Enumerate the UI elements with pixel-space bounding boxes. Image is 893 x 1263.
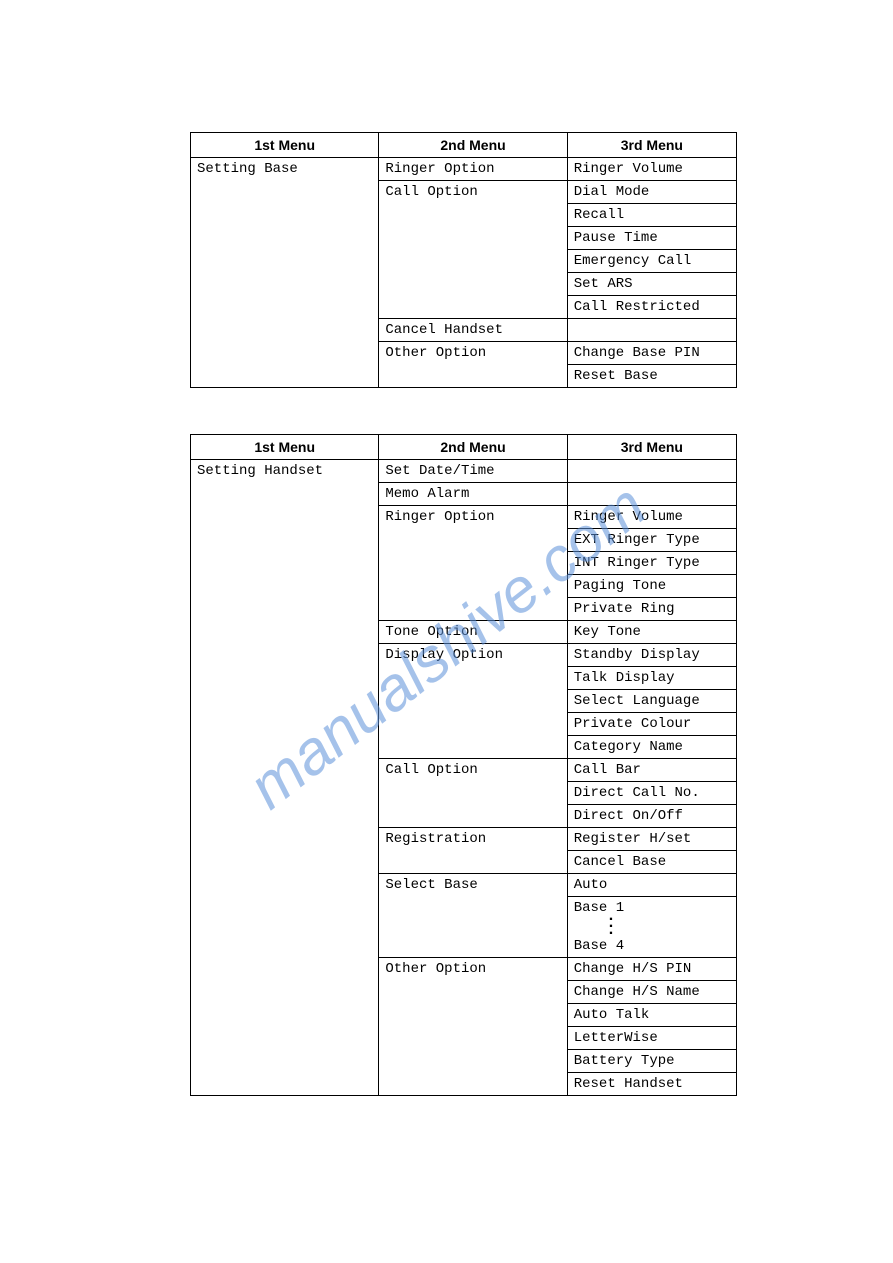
cell-1st-menu: Setting Handset (191, 460, 379, 1096)
cell-3rd-menu: Recall (567, 204, 736, 227)
cell-3rd-menu: Reset Base (567, 365, 736, 388)
cell-3rd-menu: Battery Type (567, 1049, 736, 1072)
cell-2nd-menu: Select Base (379, 874, 567, 958)
header-col2: 2nd Menu (379, 133, 567, 158)
cell-3rd-menu: INT Ringer Type (567, 552, 736, 575)
cell-2nd-menu: Call Option (379, 759, 567, 828)
cell-3rd-menu: Auto Talk (567, 1003, 736, 1026)
cell-2nd-menu: Ringer Option (379, 506, 567, 621)
cell-2nd-menu: Cancel Handset (379, 319, 567, 342)
cell-3rd-menu: LetterWise (567, 1026, 736, 1049)
menu-table-2: 1st Menu 2nd Menu 3rd Menu Setting Hands… (190, 434, 737, 1096)
cell-2nd-menu: Other Option (379, 957, 567, 1095)
cell-2nd-menu: Set Date/Time (379, 460, 567, 483)
header-col1: 1st Menu (191, 133, 379, 158)
cell-3rd-menu: Change H/S Name (567, 980, 736, 1003)
cell-3rd-menu: Change Base PIN (567, 342, 736, 365)
cell-3rd-menu: Direct On/Off (567, 805, 736, 828)
cell-3rd-menu (567, 319, 736, 342)
cell-2nd-menu: Other Option (379, 342, 567, 388)
cell-3rd-menu: Private Colour (567, 713, 736, 736)
header-col2: 2nd Menu (379, 435, 567, 460)
cell-3rd-menu (567, 483, 736, 506)
cell-3rd-menu: Set ARS (567, 273, 736, 296)
cell-3rd-menu (567, 460, 736, 483)
cell-3rd-menu: Call Restricted (567, 296, 736, 319)
cell-2nd-menu: Display Option (379, 644, 567, 759)
cell-3rd-menu-range: Base 1···Base 4 (567, 897, 736, 958)
table-gap (190, 388, 737, 434)
cell-2nd-menu: Ringer Option (379, 158, 567, 181)
header-col1: 1st Menu (191, 435, 379, 460)
table-row: Setting BaseRinger OptionRinger Volume (191, 158, 737, 181)
header-col3: 3rd Menu (567, 133, 736, 158)
cell-3rd-menu: Key Tone (567, 621, 736, 644)
cell-3rd-menu: Ringer Volume (567, 158, 736, 181)
cell-3rd-menu: Category Name (567, 736, 736, 759)
cell-3rd-menu: Pause Time (567, 227, 736, 250)
cell-3rd-menu: Reset Handset (567, 1072, 736, 1095)
cell-3rd-menu: Paging Tone (567, 575, 736, 598)
cell-3rd-menu: Talk Display (567, 667, 736, 690)
cell-1st-menu: Setting Base (191, 158, 379, 388)
cell-3rd-menu: Select Language (567, 690, 736, 713)
cell-3rd-menu: Change H/S PIN (567, 957, 736, 980)
cell-3rd-menu: Standby Display (567, 644, 736, 667)
menu-table-1: 1st Menu 2nd Menu 3rd Menu Setting BaseR… (190, 132, 737, 388)
cell-3rd-menu: Ringer Volume (567, 506, 736, 529)
cell-3rd-menu: Cancel Base (567, 851, 736, 874)
cell-3rd-menu: Direct Call No. (567, 782, 736, 805)
cell-2nd-menu: Call Option (379, 181, 567, 319)
cell-3rd-menu: Call Bar (567, 759, 736, 782)
cell-3rd-menu: Emergency Call (567, 250, 736, 273)
page-content: 1st Menu 2nd Menu 3rd Menu Setting BaseR… (190, 132, 737, 1096)
table-row: Setting HandsetSet Date/Time (191, 460, 737, 483)
table-header-row: 1st Menu 2nd Menu 3rd Menu (191, 133, 737, 158)
cell-2nd-menu: Tone Option (379, 621, 567, 644)
table-header-row: 1st Menu 2nd Menu 3rd Menu (191, 435, 737, 460)
header-col3: 3rd Menu (567, 435, 736, 460)
cell-3rd-menu: Register H/set (567, 828, 736, 851)
cell-3rd-menu: Auto (567, 874, 736, 897)
cell-3rd-menu: Dial Mode (567, 181, 736, 204)
cell-3rd-menu: Private Ring (567, 598, 736, 621)
cell-3rd-menu: EXT Ringer Type (567, 529, 736, 552)
cell-2nd-menu: Memo Alarm (379, 483, 567, 506)
cell-2nd-menu: Registration (379, 828, 567, 874)
